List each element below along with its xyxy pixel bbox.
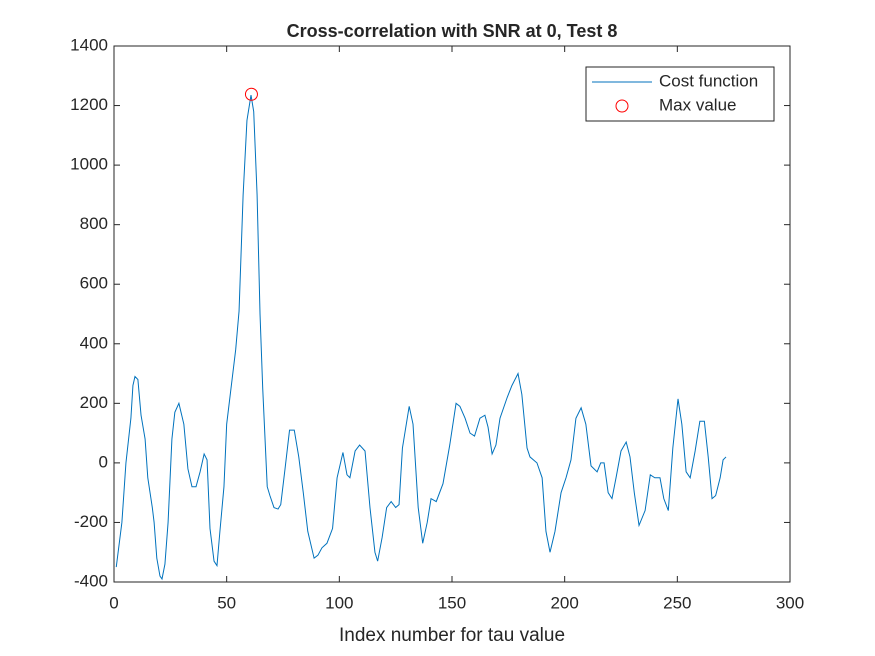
max-marker bbox=[244, 87, 258, 101]
chart-title: Cross-correlation with SNR at 0, Test 8 bbox=[287, 21, 618, 41]
data-line bbox=[115, 95, 727, 581]
y-tick-label: 600 bbox=[80, 274, 108, 293]
y-tick-label: 0 bbox=[99, 452, 108, 471]
y-tick-label: -200 bbox=[74, 512, 108, 531]
y-tick-label: 400 bbox=[80, 333, 108, 352]
x-tick-label: 100 bbox=[325, 593, 353, 612]
y-tick-label: 1200 bbox=[70, 95, 108, 114]
y-tick-label: 200 bbox=[80, 393, 108, 412]
x-axis-label: Index number for tau value bbox=[339, 625, 565, 646]
legend-label: Max value bbox=[659, 95, 736, 114]
legend-box bbox=[585, 66, 775, 122]
legend-label: Cost function bbox=[659, 71, 758, 90]
y-tick-label: 1000 bbox=[70, 155, 108, 174]
x-tick-label: 150 bbox=[438, 593, 466, 612]
y-tick-label: 800 bbox=[80, 214, 108, 233]
x-tick-label: 0 bbox=[109, 593, 118, 612]
y-tick-label: 1400 bbox=[70, 35, 108, 54]
legend-swatch bbox=[615, 99, 629, 113]
y-tick-label: -400 bbox=[74, 571, 108, 590]
x-tick-label: 50 bbox=[217, 593, 236, 612]
x-tick-label: 200 bbox=[550, 593, 578, 612]
x-tick-label: 300 bbox=[776, 593, 804, 612]
x-tick-label: 250 bbox=[663, 593, 691, 612]
